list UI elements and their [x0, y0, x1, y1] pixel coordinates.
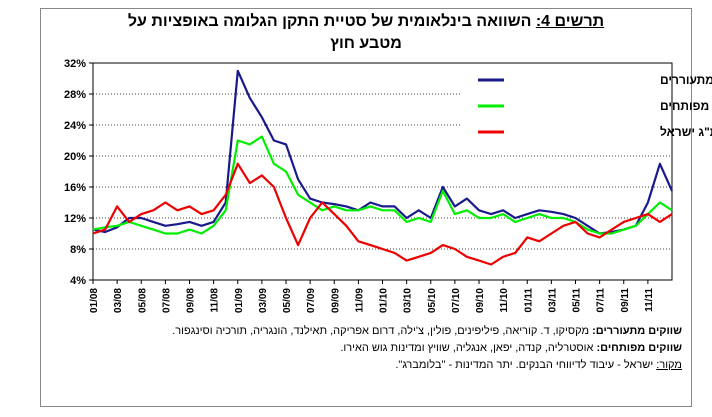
x-tick-label: 01/08: [89, 288, 100, 313]
legend-label-0: ממוצע שווקים מתעוררים: [660, 73, 712, 87]
x-tick-label: 09/08: [186, 288, 197, 313]
note-developed: שווקים מפותחים: אוסטרליה, קנדה, יפאן, אנ…: [122, 340, 682, 357]
chart-notes: שווקים מתעוררים: מקסיקו, ד. קוריאה, פילי…: [122, 323, 682, 374]
x-tick-label: 07/08: [161, 288, 172, 313]
x-tick-label: 05/09: [282, 288, 293, 313]
x-tick-label: 01/11: [523, 288, 534, 313]
x-tick-label: 05/10: [427, 288, 438, 313]
y-tick-label: 12%: [64, 213, 86, 225]
y-tick-label: 4%: [70, 275, 86, 287]
y-tick-label: 28%: [64, 89, 86, 101]
legend-label-1: ממוצע שווקים מפותחים: [660, 99, 712, 113]
chart-subtitle: מטבע חוץ: [330, 35, 402, 52]
series-line-1: [92, 135, 673, 235]
x-tick-label: 03/11: [547, 288, 558, 313]
y-tick-label: 16%: [64, 182, 86, 194]
chart-title-text: השוואה בינלאומית של סטיית התקן הגלומה בא…: [127, 13, 532, 30]
note-source: מקור: ישראל - עיבוד לדיווחי הבנקים. יתר …: [122, 357, 682, 374]
x-tick-label: 05/11: [572, 288, 583, 313]
x-tick-label: 03/08: [113, 288, 124, 313]
x-tick-label: 03/09: [258, 288, 269, 313]
x-tick-label: 09/11: [620, 288, 631, 313]
y-tick-label: 8%: [70, 244, 86, 256]
y-tick-label: 32%: [64, 58, 86, 70]
note-emerging-label: שווקים מתעוררים:: [592, 325, 682, 337]
series-line-0: [92, 69, 674, 235]
note-emerging: שווקים מתעוררים: מקסיקו, ד. קוריאה, פילי…: [122, 323, 682, 340]
x-tick-label: 07/10: [451, 288, 462, 313]
x-tick-label: 09/10: [475, 288, 486, 313]
note-source-text: ישראל - עיבוד לדיווחי הבנקים. יתר המדינו…: [395, 359, 654, 371]
legend-label-2: סת"ג ישראל: [660, 125, 712, 139]
x-tick-label: 11/11: [644, 288, 655, 312]
x-tick-label: 09/09: [330, 288, 341, 313]
note-emerging-text: מקסיקו, ד. קוריאה, פיליפינים, פולין, צ'י…: [172, 325, 590, 337]
x-tick-label: 05/08: [137, 288, 148, 313]
x-tick-label: 01/10: [379, 288, 390, 313]
plot-area: [92, 62, 673, 281]
note-developed-label: שווקים מפותחים:: [596, 342, 682, 354]
chart-title-label: תרשים 4:: [535, 13, 605, 30]
chart-title: תרשים 4: השוואה בינלאומית של סטיית התקן …: [40, 12, 692, 32]
x-tick-label: 03/10: [403, 288, 414, 313]
note-developed-text: אוסטרליה, קנדה, יפאן, אנגליה, שוויץ ומדי…: [340, 342, 594, 354]
y-tick-label: 24%: [64, 120, 86, 132]
y-tick-label: 20%: [64, 151, 86, 163]
x-tick-label: 01/09: [234, 288, 245, 313]
series-line-2: [92, 162, 673, 266]
x-tick-label: 11/08: [210, 288, 221, 313]
x-tick-label: 11/10: [499, 288, 510, 313]
x-tick-label: 07/11: [596, 288, 607, 313]
note-source-label: מקור:: [656, 359, 682, 371]
x-tick-label: 11/09: [354, 288, 365, 313]
x-tick-label: 07/09: [306, 288, 317, 313]
